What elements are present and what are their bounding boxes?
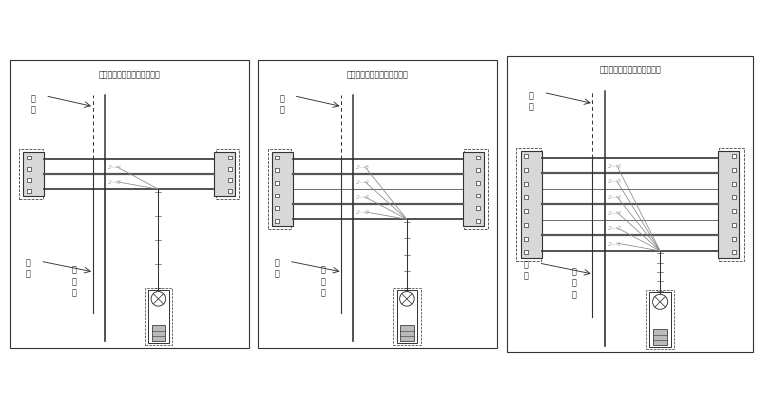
Bar: [275, 219, 279, 223]
Bar: [732, 169, 736, 173]
Bar: [524, 196, 528, 200]
Bar: [732, 237, 736, 241]
Bar: [268, 150, 291, 229]
Bar: [653, 329, 667, 346]
Bar: [228, 189, 232, 193]
Text: 公跨铁架设桥梁平面图（二）: 公跨铁架设桥梁平面图（二）: [347, 70, 409, 79]
Bar: [151, 326, 165, 342]
Bar: [717, 151, 739, 258]
Circle shape: [400, 292, 414, 306]
Bar: [275, 156, 279, 160]
Text: 2---4: 2---4: [356, 180, 370, 185]
Bar: [521, 151, 543, 258]
Text: 2---3: 2---3: [356, 195, 370, 200]
Text: 2---4: 2---4: [108, 165, 122, 170]
Bar: [214, 153, 235, 196]
Circle shape: [653, 294, 667, 310]
Bar: [477, 182, 480, 185]
Text: 西
安: 西 安: [274, 258, 279, 278]
Bar: [517, 148, 541, 261]
Bar: [732, 209, 736, 213]
Bar: [524, 237, 528, 241]
Bar: [148, 290, 169, 343]
Bar: [524, 209, 528, 213]
Bar: [275, 169, 279, 173]
Bar: [524, 155, 528, 159]
Bar: [477, 219, 480, 223]
Bar: [400, 326, 413, 342]
Bar: [272, 153, 293, 227]
Bar: [275, 207, 279, 211]
Bar: [19, 150, 43, 200]
Bar: [216, 150, 239, 200]
Bar: [228, 178, 232, 182]
Bar: [732, 223, 736, 227]
Text: 2---1: 2---1: [608, 241, 622, 246]
Bar: [477, 169, 480, 173]
Bar: [464, 150, 488, 229]
Text: 2---2: 2---2: [356, 210, 370, 215]
Text: 既
有
线: 既 有 线: [572, 267, 576, 298]
Bar: [27, 178, 30, 182]
Bar: [650, 292, 671, 348]
Text: 西
安: 西 安: [26, 258, 30, 278]
Bar: [477, 156, 480, 160]
Bar: [524, 251, 528, 255]
Text: 2---5: 2---5: [608, 179, 622, 184]
Bar: [732, 182, 736, 186]
Text: 2---4: 2---4: [608, 195, 622, 200]
Bar: [393, 288, 420, 345]
Bar: [477, 194, 480, 198]
Bar: [27, 156, 30, 160]
Bar: [732, 196, 736, 200]
Text: 既
有
线: 既 有 线: [72, 265, 77, 296]
Bar: [144, 288, 172, 345]
Text: 2---6: 2---6: [608, 164, 622, 169]
Text: 南
京: 南 京: [529, 91, 534, 111]
Text: 2---3: 2---3: [108, 180, 122, 185]
Bar: [477, 207, 480, 211]
Bar: [275, 182, 279, 185]
Text: 公跨铁架设桥梁平面图（三）: 公跨铁架设桥梁平面图（三）: [599, 66, 661, 74]
Bar: [27, 189, 30, 193]
Text: 2---2: 2---2: [608, 225, 622, 231]
Bar: [228, 167, 232, 171]
Text: 南
京: 南 京: [30, 94, 36, 114]
Text: 既
有
线: 既 有 线: [321, 265, 325, 296]
Bar: [732, 155, 736, 159]
Text: 2---5: 2---5: [356, 165, 370, 170]
Bar: [524, 182, 528, 186]
Text: 公跨铁架设桥梁平面图（一）: 公跨铁架设桥梁平面图（一）: [98, 70, 160, 79]
Bar: [397, 290, 417, 343]
Bar: [719, 148, 743, 261]
Bar: [524, 223, 528, 227]
Text: 西
安: 西 安: [524, 260, 528, 280]
Bar: [275, 194, 279, 198]
Bar: [524, 169, 528, 173]
Text: 南
京: 南 京: [279, 94, 284, 114]
Bar: [228, 156, 232, 160]
Bar: [27, 167, 30, 171]
Bar: [463, 153, 483, 227]
Bar: [24, 153, 44, 196]
Circle shape: [151, 292, 166, 306]
Text: 2---3: 2---3: [608, 210, 622, 215]
Bar: [732, 251, 736, 255]
Bar: [646, 290, 674, 350]
